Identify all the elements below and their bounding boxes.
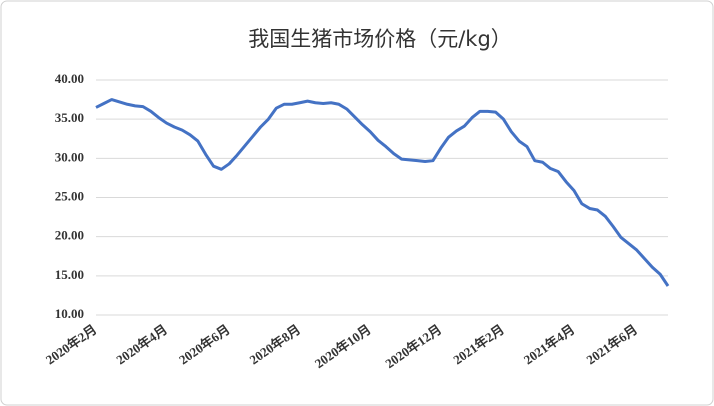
y-tick-label: 35.00 <box>55 110 84 125</box>
y-tick-label: 30.00 <box>55 149 84 164</box>
chart-title: 我国生猪市场价格（元/kg） <box>248 27 512 51</box>
data-line <box>95 98 670 287</box>
y-tick-label: 10.00 <box>55 306 84 321</box>
y-tick-label: 40.00 <box>55 71 84 86</box>
y-tick-label: 25.00 <box>55 188 84 203</box>
y-tick-label: 15.00 <box>55 267 84 282</box>
y-tick-label: 20.00 <box>55 228 84 243</box>
